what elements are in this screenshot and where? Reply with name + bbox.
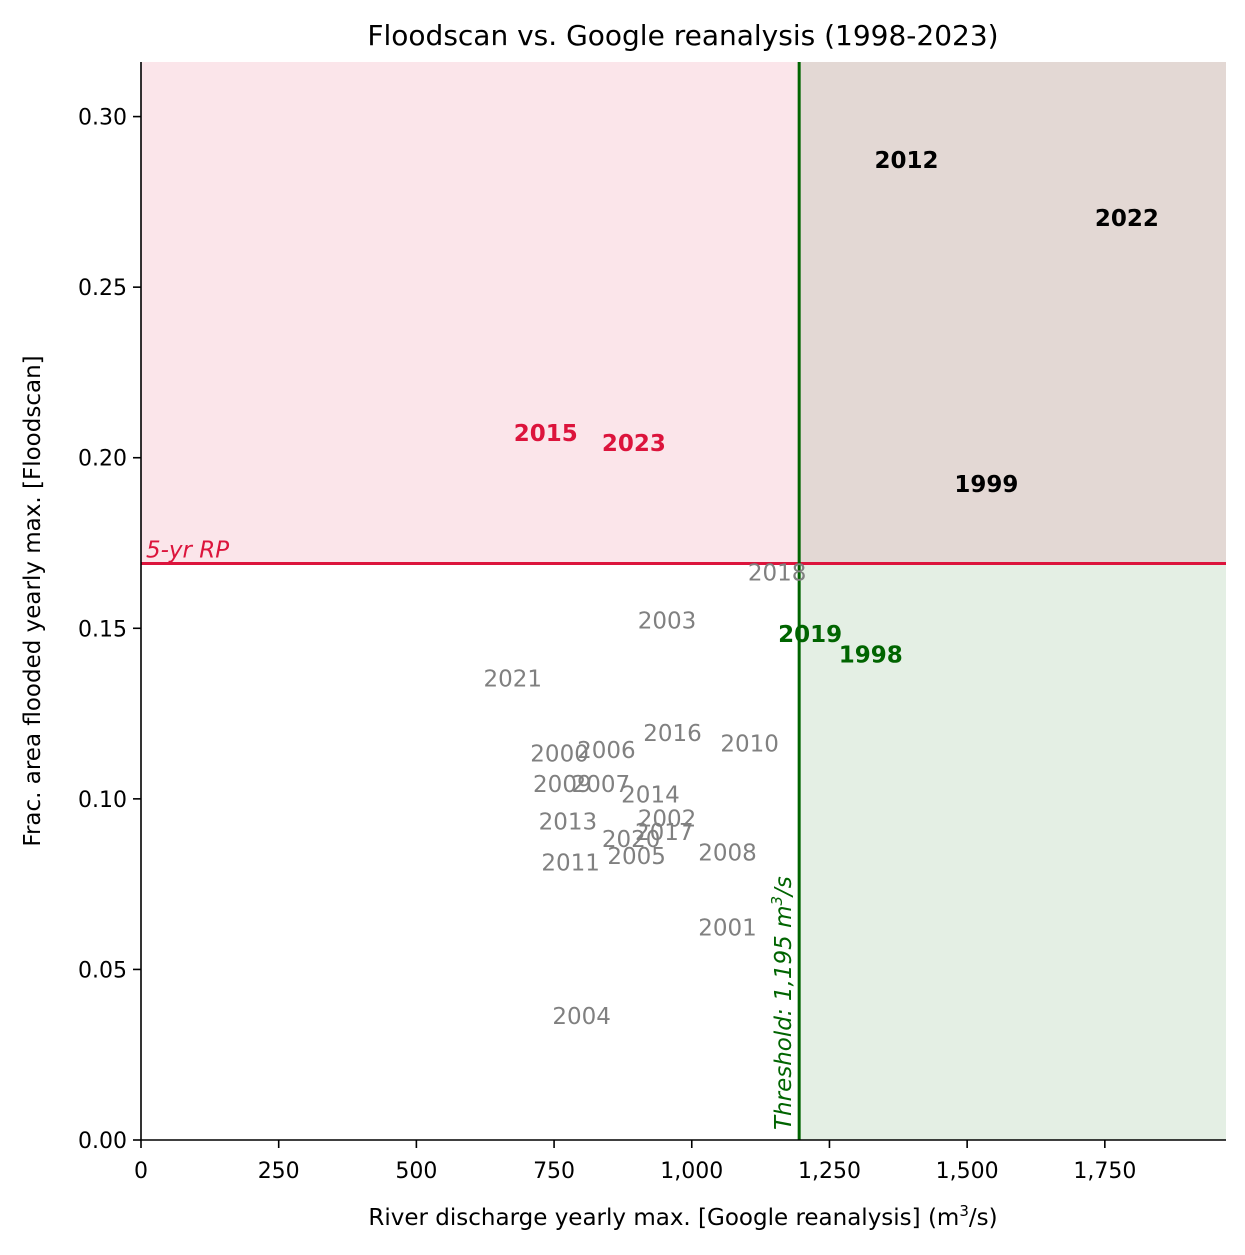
point-label-2000: 2000 — [530, 742, 589, 768]
point-label-2012: 2012 — [875, 148, 939, 174]
x-tick-label: 1,500 — [936, 1159, 999, 1184]
point-label-2009: 2009 — [533, 772, 592, 798]
point-label-2018: 2018 — [748, 561, 807, 587]
y-tick-label: 0.30 — [78, 106, 127, 131]
point-label-2014: 2014 — [621, 782, 680, 808]
y-tick-label: 0.10 — [78, 788, 127, 813]
x-axis-label-main: River discharge yearly max. [Google rean… — [368, 1205, 959, 1231]
x-tick-label: 0 — [134, 1159, 148, 1184]
point-label-2003: 2003 — [638, 608, 697, 634]
axes — [140, 62, 1226, 1141]
data-point-labels: 1998 1999 2000 2001 2002 2003 2004 2005 2006 2007… — [483, 148, 1158, 1030]
y-tick-label: 0.00 — [78, 1129, 127, 1154]
point-label-2011: 2011 — [541, 851, 600, 877]
point-label-2008: 2008 — [698, 840, 757, 866]
point-label-2019: 2019 — [778, 622, 842, 648]
x-axis-label: River discharge yearly max. [Google rean… — [368, 1202, 997, 1231]
y-tick-label: 0.05 — [78, 958, 127, 983]
x-tick-label: 1,000 — [660, 1159, 723, 1184]
return-period-label: 5-yr RP — [146, 537, 229, 563]
point-label-2023: 2023 — [602, 431, 666, 457]
point-label-2005: 2005 — [607, 844, 666, 870]
threshold-label-main: Threshold: 1,195 m — [771, 906, 797, 1130]
point-label-2007: 2007 — [572, 772, 631, 798]
point-label-2021: 2021 — [483, 666, 542, 692]
y-axis-label: Frac. area flooded yearly max. [Floodsca… — [20, 355, 46, 846]
point-label-2010: 2010 — [720, 731, 779, 757]
x-tick-label: 1,250 — [798, 1159, 861, 1184]
x-tick-label: 500 — [395, 1159, 437, 1184]
y-tick-label: 0.15 — [78, 617, 127, 642]
discharge-threshold-label: Threshold: 1,195 m3/s — [768, 876, 797, 1130]
x-tick-label: 1,750 — [1073, 1159, 1136, 1184]
axis-ticks: 0 250 500 750 1,000 1,250 1,500 1,750 0.00 0.05 0.… — [78, 106, 1136, 1184]
threshold-label-end: /s — [771, 876, 797, 898]
point-label-1999: 1999 — [954, 472, 1018, 498]
y-tick-label: 0.25 — [78, 276, 127, 301]
region-above-rp — [141, 62, 800, 564]
point-label-2002: 2002 — [638, 806, 697, 832]
point-label-2015: 2015 — [514, 421, 578, 447]
x-tick-label: 750 — [533, 1159, 575, 1184]
x-axis-label-end: /s) — [969, 1205, 998, 1231]
region-above-threshold — [799, 563, 1226, 1140]
x-tick-label: 250 — [258, 1159, 300, 1184]
threshold-lines — [141, 62, 1226, 1140]
point-label-1998: 1998 — [839, 643, 903, 669]
point-label-2020: 2020 — [602, 827, 661, 853]
x-axis-label-sup: 3 — [959, 1202, 969, 1220]
point-label-2013: 2013 — [539, 810, 598, 836]
point-label-2022: 2022 — [1095, 206, 1159, 232]
point-label-2001: 2001 — [698, 915, 757, 941]
point-label-2016: 2016 — [643, 721, 702, 747]
point-label-2004: 2004 — [552, 1004, 611, 1030]
chart-title: Floodscan vs. Google reanalysis (1998-20… — [367, 19, 998, 52]
y-tick-label: 0.20 — [78, 447, 127, 472]
point-label-2017: 2017 — [635, 820, 694, 846]
threshold-label-sup: 3 — [768, 896, 786, 906]
threshold-regions — [141, 62, 1226, 1140]
point-label-2006: 2006 — [577, 738, 636, 764]
region-both-exceeded — [799, 62, 1226, 564]
